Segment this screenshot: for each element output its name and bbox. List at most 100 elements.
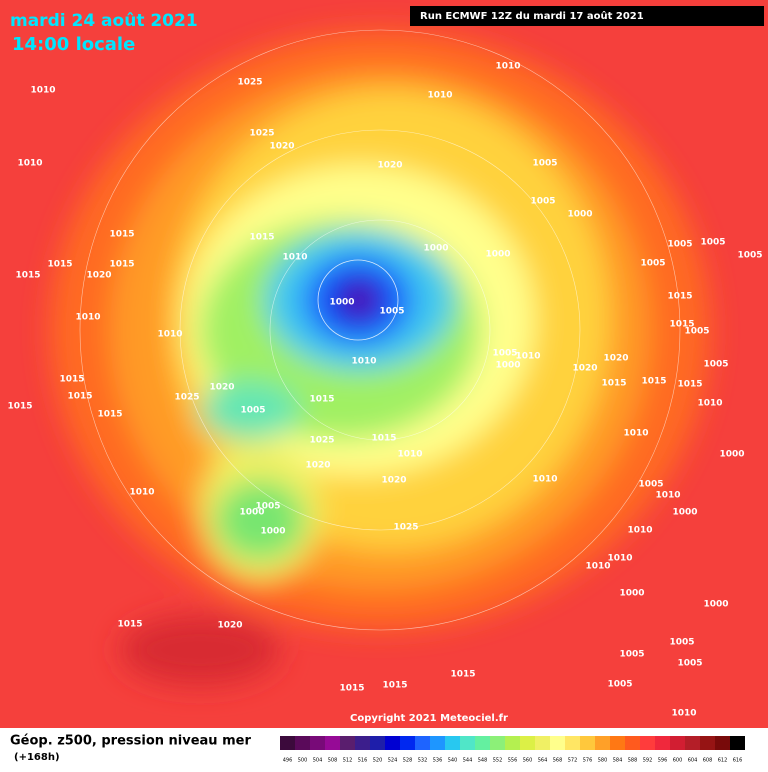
pressure-label: 1020 xyxy=(217,621,242,631)
scale-label: 500 xyxy=(298,758,308,764)
scale-label: 508 xyxy=(328,758,338,764)
pressure-label: 1005 xyxy=(638,480,663,490)
scale-swatch xyxy=(715,736,730,750)
pressure-label: 1005 xyxy=(669,638,694,648)
scale-label: 572 xyxy=(568,758,578,764)
scale-label: 548 xyxy=(478,758,488,764)
pressure-label: 1015 xyxy=(249,233,274,243)
pressure-label: 1010 xyxy=(129,488,154,498)
pressure-label: 1005 xyxy=(607,680,632,690)
pressure-label: 1000 xyxy=(260,527,285,537)
scale-swatch xyxy=(550,736,565,750)
scale-label: 600 xyxy=(673,758,683,764)
pressure-label: 1015 xyxy=(47,260,72,270)
pressure-label: 1010 xyxy=(671,709,696,719)
scale-swatch xyxy=(565,736,580,750)
scale-label: 520 xyxy=(373,758,383,764)
pressure-label: 1005 xyxy=(640,259,665,269)
pressure-label: 1015 xyxy=(601,379,626,389)
pressure-label: 1000 xyxy=(703,600,728,610)
scale-label: 580 xyxy=(598,758,608,764)
pressure-label: 1020 xyxy=(305,461,330,471)
pressure-label: 1010 xyxy=(351,357,376,367)
pressure-label: 1000 xyxy=(567,210,592,220)
scale-swatch xyxy=(595,736,610,750)
scale-label: 588 xyxy=(628,758,638,764)
scale-label: 568 xyxy=(553,758,563,764)
scale-swatch xyxy=(685,736,700,750)
copyright: Copyright 2021 Meteociel.fr xyxy=(350,713,508,724)
pressure-label: 1010 xyxy=(585,562,610,572)
pressure-label: 1005 xyxy=(619,650,644,660)
scale-label: 516 xyxy=(358,758,368,764)
legend-title: Géop. z500, pression niveau mer xyxy=(10,734,251,749)
scale-label: 616 xyxy=(733,758,743,764)
pressure-label: 1000 xyxy=(239,508,264,518)
pressure-label: 1010 xyxy=(17,159,42,169)
scale-swatch xyxy=(655,736,670,750)
scale-label: 556 xyxy=(508,758,518,764)
scale-swatch xyxy=(580,736,595,750)
scale-label: 536 xyxy=(433,758,443,764)
scale-swatch xyxy=(700,736,715,750)
pressure-label: 1005 xyxy=(379,307,404,317)
scale-swatch xyxy=(610,736,625,750)
scale-label: 592 xyxy=(643,758,653,764)
pressure-label: 1020 xyxy=(209,383,234,393)
pressure-label: 1015 xyxy=(382,681,407,691)
scale-swatch xyxy=(520,736,535,750)
pressure-label: 1005 xyxy=(684,327,709,337)
pressure-label: 1005 xyxy=(255,502,280,512)
scale-swatch xyxy=(460,736,475,750)
scale-label: 544 xyxy=(463,758,473,764)
pressure-label: 1015 xyxy=(677,380,702,390)
color-scale: 496 500 504 508 512 516 520 524 528 532 536 540 544 5… xyxy=(280,736,745,764)
pressure-label: 1000 xyxy=(672,508,697,518)
pressure-label: 1010 xyxy=(532,475,557,485)
field xyxy=(0,0,768,728)
pressure-label: 1005 xyxy=(737,251,762,261)
scale-swatch xyxy=(415,736,430,750)
pressure-label: 1010 xyxy=(157,330,182,340)
pressure-label: 1015 xyxy=(15,271,40,281)
pressure-label: 1000 xyxy=(495,361,520,371)
pressure-label: 1005 xyxy=(667,240,692,250)
scale-label: 552 xyxy=(493,758,503,764)
pressure-label: 1015 xyxy=(669,320,694,330)
scale-label: 604 xyxy=(688,758,698,764)
pressure-label: 1015 xyxy=(641,377,666,387)
scale-label: 528 xyxy=(403,758,413,764)
scale-swatch xyxy=(535,736,550,750)
pressure-label: 1015 xyxy=(339,684,364,694)
pressure-label: 1020 xyxy=(86,271,111,281)
scale-swatch xyxy=(430,736,445,750)
pressure-label: 1005 xyxy=(240,406,265,416)
scale-swatch xyxy=(355,736,370,750)
pressure-label: 1015 xyxy=(450,670,475,680)
run-box xyxy=(410,6,764,26)
scale-label: 612 xyxy=(718,758,728,764)
pressure-label: 1025 xyxy=(249,129,274,139)
scale-label: 596 xyxy=(658,758,668,764)
pressure-label: 1015 xyxy=(7,402,32,412)
pressure-label: 1010 xyxy=(30,86,55,96)
pressure-label: 1020 xyxy=(572,364,597,374)
pressure-label: 1015 xyxy=(667,292,692,302)
scale-swatch xyxy=(295,736,310,750)
scale-label: 504 xyxy=(313,758,323,764)
scale-swatch xyxy=(325,736,340,750)
time: 14:00 locale xyxy=(12,34,135,55)
title: mardi 24 août 2021 xyxy=(10,11,198,31)
pressure-label: 1000 xyxy=(423,244,448,254)
scale-swatch xyxy=(445,736,460,750)
scale-label: 608 xyxy=(703,758,713,764)
scale-swatch xyxy=(475,736,490,750)
scale-label: 584 xyxy=(613,758,623,764)
scale-label: 532 xyxy=(418,758,428,764)
pressure-label: 1015 xyxy=(109,230,134,240)
pressure-label: 1020 xyxy=(381,476,406,486)
scale-swatch xyxy=(310,736,325,750)
scale-label: 576 xyxy=(583,758,593,764)
